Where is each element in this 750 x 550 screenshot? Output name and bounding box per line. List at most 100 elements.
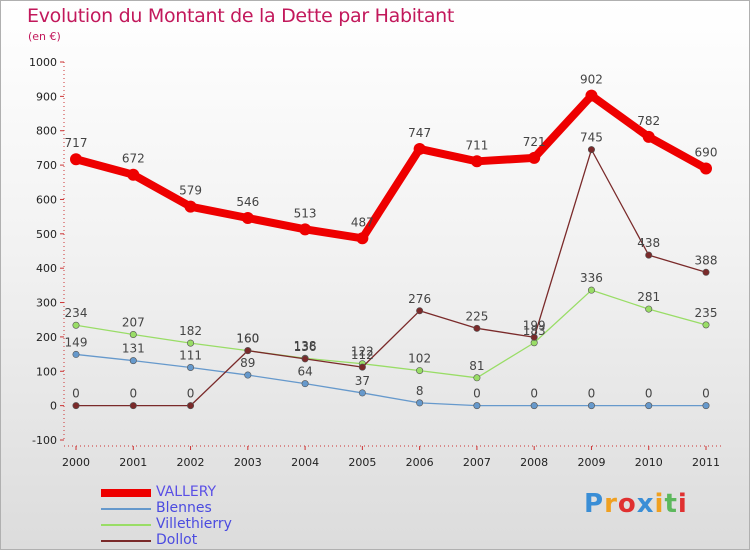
y-tick-label: -100 bbox=[32, 434, 57, 447]
x-tick-label: 2000 bbox=[62, 456, 90, 469]
data-label: 546 bbox=[236, 195, 259, 209]
x-tick-label: 2001 bbox=[119, 456, 147, 469]
data-point bbox=[585, 89, 598, 102]
data-point bbox=[358, 389, 366, 397]
data-point bbox=[72, 321, 80, 329]
y-tick-label: 600 bbox=[36, 193, 57, 206]
data-point bbox=[72, 402, 80, 410]
legend-swatch bbox=[101, 508, 151, 510]
y-tick-label: 300 bbox=[36, 297, 57, 310]
data-point bbox=[299, 223, 312, 236]
data-label: 902 bbox=[580, 73, 603, 87]
data-label: 183 bbox=[523, 324, 546, 338]
series-line-dollot bbox=[76, 148, 707, 407]
x-tick-label: 2011 bbox=[692, 456, 720, 469]
data-label: 235 bbox=[695, 306, 718, 320]
data-point bbox=[702, 402, 710, 410]
x-tick-label: 2003 bbox=[234, 456, 262, 469]
logo-letter: r bbox=[604, 489, 618, 519]
data-label: 160 bbox=[236, 332, 259, 346]
data-point bbox=[184, 200, 197, 213]
logo-letter: i bbox=[654, 489, 665, 519]
data-point bbox=[72, 350, 80, 358]
data-label: 672 bbox=[122, 152, 145, 166]
proxiti-logo: Proxiti bbox=[584, 489, 688, 519]
legend-label: Dollot bbox=[156, 532, 198, 548]
data-point bbox=[358, 363, 366, 371]
y-tick-label: 200 bbox=[36, 331, 57, 344]
x-tick-label: 2009 bbox=[577, 456, 605, 469]
data-point bbox=[416, 367, 424, 375]
logo-letter: P bbox=[584, 489, 605, 519]
legend-swatch bbox=[101, 524, 151, 526]
data-point bbox=[187, 402, 195, 410]
data-label: 747 bbox=[408, 126, 431, 140]
data-label: 225 bbox=[465, 309, 488, 323]
data-point bbox=[530, 333, 538, 341]
y-tick-label: 1000 bbox=[29, 56, 57, 69]
data-point bbox=[127, 168, 140, 181]
data-label: 487 bbox=[351, 215, 374, 229]
data-point bbox=[702, 321, 710, 329]
data-label: 160 bbox=[236, 332, 259, 346]
y-tick-label: 0 bbox=[50, 400, 57, 413]
data-label: 136 bbox=[294, 340, 317, 354]
data-point bbox=[470, 155, 483, 168]
data-point bbox=[473, 324, 481, 332]
data-point bbox=[187, 339, 195, 347]
data-label: 721 bbox=[523, 135, 546, 149]
data-label: 234 bbox=[65, 306, 88, 320]
data-label: 336 bbox=[580, 271, 603, 285]
data-label: 8 bbox=[416, 384, 424, 398]
data-label: 0 bbox=[187, 387, 195, 401]
data-label: 281 bbox=[637, 290, 660, 304]
x-tick-label: 2005 bbox=[348, 456, 376, 469]
y-tick-label: 400 bbox=[36, 262, 57, 275]
data-point bbox=[241, 212, 254, 225]
data-label: 579 bbox=[179, 184, 202, 198]
y-tick-label: 900 bbox=[36, 90, 57, 103]
chart-title: Evolution du Montant de la Dette par Hab… bbox=[27, 5, 455, 27]
data-point bbox=[129, 402, 137, 410]
data-label: 64 bbox=[297, 365, 312, 379]
legend-swatch bbox=[101, 540, 151, 542]
data-labels-layer: 717 672 579 546 513 487 747 711 721 902 782 690 149 1… bbox=[65, 73, 718, 401]
x-tick-label: 2010 bbox=[635, 456, 663, 469]
data-label: 149 bbox=[65, 335, 88, 349]
logo-letter: x bbox=[636, 489, 655, 519]
data-label: 0 bbox=[588, 387, 596, 401]
data-label: 745 bbox=[580, 131, 603, 145]
data-point bbox=[587, 146, 595, 154]
data-label: 513 bbox=[294, 206, 317, 220]
y-tick-label: 800 bbox=[36, 125, 57, 138]
data-point bbox=[187, 363, 195, 371]
data-point bbox=[473, 402, 481, 410]
x-tick-label: 2007 bbox=[463, 456, 491, 469]
x-tick-label: 2002 bbox=[177, 456, 205, 469]
data-label: 111 bbox=[179, 348, 202, 362]
chart-subtitle: (en €) bbox=[28, 30, 61, 43]
data-point bbox=[645, 402, 653, 410]
data-label: 112 bbox=[351, 348, 374, 362]
data-point bbox=[473, 374, 481, 382]
legend-label: Blennes bbox=[156, 500, 212, 516]
series-layer bbox=[70, 89, 712, 410]
data-label: 199 bbox=[523, 318, 546, 332]
y-tick-label: 100 bbox=[36, 365, 57, 378]
legend-label: VALLERY bbox=[156, 484, 217, 500]
data-label: 438 bbox=[637, 236, 660, 250]
data-label: 276 bbox=[408, 292, 431, 306]
data-label: 182 bbox=[179, 324, 202, 338]
data-point bbox=[244, 371, 252, 379]
legend-swatch bbox=[101, 489, 151, 497]
data-label: 690 bbox=[695, 146, 718, 160]
data-point bbox=[413, 142, 426, 155]
data-point bbox=[642, 130, 655, 143]
logo-letter: o bbox=[617, 489, 637, 519]
data-point bbox=[645, 305, 653, 313]
y-tick-label: 700 bbox=[36, 159, 57, 172]
logo-letter: t bbox=[664, 489, 678, 519]
data-label: 207 bbox=[122, 316, 145, 330]
